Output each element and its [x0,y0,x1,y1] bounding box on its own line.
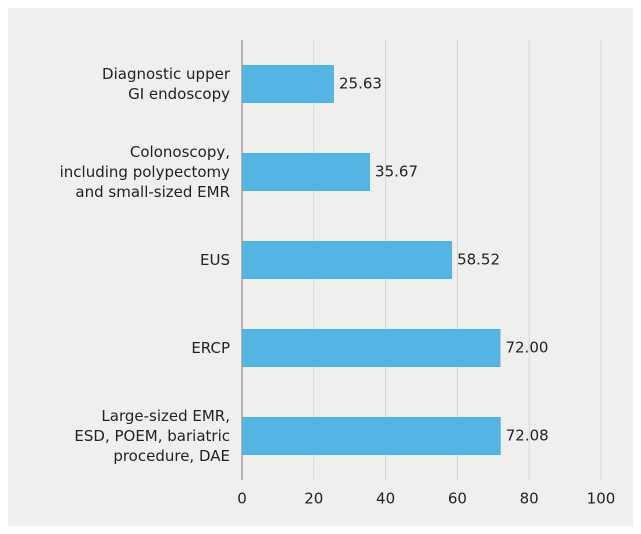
bar [242,65,335,103]
x-tick-label: 80 [520,490,539,508]
x-tick-label: 100 [587,490,616,508]
y-tick-label-line: EUS [200,251,230,269]
y-tick-label-line: procedure, DAE [113,447,230,465]
bar [242,241,453,279]
y-tick-label: Colonoscopy, including polypectomy and sma… [60,143,230,201]
y-tick-label-line: Diagnostic upper [102,65,231,83]
x-tick-label: 0 [237,490,247,508]
y-tick-label-line: ERCP [191,339,230,357]
value-label: 25.63 [339,75,382,93]
value-label: 72.00 [505,339,548,357]
value-label: 58.52 [457,251,500,269]
y-tick-label: Diagnostic upper GI endoscopy [102,65,231,103]
bar [242,329,501,367]
y-tick-label-line: Colonoscopy, [130,143,230,161]
y-tick-label-line: including polypectomy [60,163,230,181]
y-tick-label-line: Large-sized EMR, [101,407,230,425]
x-tick-label: 60 [448,490,467,508]
y-tick-label: Large-sized EMR, ESD, POEM, bariatric proc… [74,407,230,465]
bar [242,153,371,191]
y-tick-label-line: GI endoscopy [128,85,230,103]
value-label: 72.08 [506,427,549,445]
y-tick-label-line: ESD, POEM, bariatric [74,427,230,445]
x-tick-label: 40 [376,490,395,508]
y-tick-label-line: and small-sized EMR [75,183,230,201]
y-tick-label: EUS [200,251,230,269]
x-tick-label: 20 [304,490,323,508]
bar [242,417,501,455]
y-tick-label: ERCP [191,339,230,357]
value-label: 35.67 [375,163,418,181]
